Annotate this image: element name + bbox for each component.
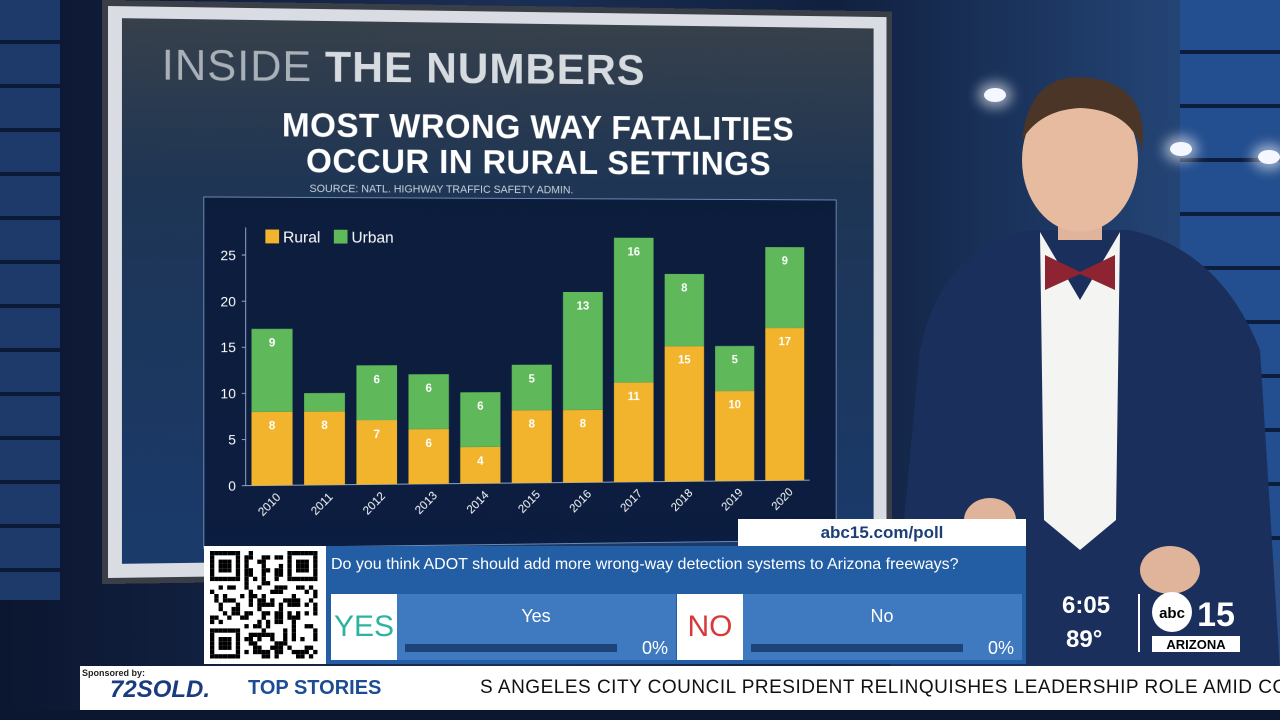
station-logo: abc 15 ARIZONA (1150, 590, 1242, 654)
data-label: 4 (477, 454, 484, 468)
data-label: 8 (681, 281, 688, 295)
news-ticker: Sponsored by: 72SOLD. TOP STORIES S ANGE… (80, 666, 1280, 710)
studio-monitor: INSIDE THE NUMBERS MOST WRONG WAY FATALI… (108, 6, 887, 578)
no-progress-bar (751, 644, 963, 652)
poll-option-yes[interactable]: YES Yes 0% (331, 594, 676, 660)
poll-question: Do you think ADOT should add more wrong-… (331, 556, 959, 574)
data-label: 10 (728, 398, 741, 412)
x-tick-label: 2013 (412, 488, 440, 517)
temperature-display: 89° (1066, 626, 1102, 654)
data-label: 9 (269, 336, 276, 350)
data-label: 16 (627, 245, 640, 259)
yes-progress-bar (405, 644, 617, 652)
y-tick-label: 25 (221, 247, 237, 263)
data-label: 13 (577, 299, 590, 313)
x-tick-label: 2012 (360, 489, 388, 518)
poll-option-no[interactable]: NO No 0% (677, 594, 1022, 660)
sponsor-block: Sponsored by: 72SOLD. (80, 666, 230, 710)
legend-label-urban: Urban (351, 230, 393, 247)
chart-plot-area: 0 5 10 15 20 25 Rural Urban 8 9 2010 8 2011 7 6 2012 6 6 2… (203, 196, 836, 548)
y-tick-label: 15 (221, 339, 237, 355)
data-label: 8 (529, 417, 536, 431)
y-tick-label: 20 (221, 293, 237, 309)
no-label: No (757, 606, 1007, 627)
legend-swatch-rural (265, 229, 279, 243)
bar-urban-2017 (614, 238, 654, 383)
header-light-text: INSIDE (162, 41, 325, 92)
divider (1138, 594, 1140, 652)
x-tick-label: 2011 (308, 490, 336, 518)
x-tick-label: 2018 (668, 486, 695, 514)
x-tick-label: 2020 (769, 485, 796, 513)
data-label: 11 (628, 389, 640, 403)
time-display: 6:05 (1062, 592, 1110, 620)
data-label: 8 (269, 419, 276, 433)
chart-title: MOST WRONG WAY FATALITIES OCCUR IN RURAL… (270, 108, 805, 182)
data-label: 15 (678, 353, 691, 367)
x-tick-label: 2016 (567, 487, 595, 515)
ticker-headline: S ANGELES CITY COUNCIL PRESIDENT RELINQU… (480, 666, 1280, 710)
logo-region-text: ARIZONA (1166, 637, 1226, 652)
data-label: 6 (374, 372, 381, 386)
y-tick-label: 10 (221, 386, 237, 402)
data-label: 8 (580, 417, 587, 431)
bottom-strip (0, 710, 1280, 720)
qr-code-icon (204, 546, 326, 664)
monitor-screen: INSIDE THE NUMBERS MOST WRONG WAY FATALI… (122, 18, 874, 564)
data-label: 8 (321, 418, 328, 432)
x-tick-label: 2017 (617, 486, 644, 514)
bar-rural-2020 (765, 328, 804, 481)
ticker-section: TOP STORIES (230, 666, 480, 710)
data-label: 9 (782, 254, 789, 268)
data-label: 6 (477, 399, 484, 413)
qr-code[interactable] (204, 546, 326, 664)
chart-title-line2: OCCUR IN RURAL SETTINGS (270, 143, 805, 182)
abc15-logo-icon: abc 15 ARIZONA (1150, 590, 1242, 654)
data-label: 5 (529, 372, 536, 386)
yes-percent: 0% (642, 638, 668, 659)
data-label: 7 (374, 427, 381, 441)
x-tick-label: 2010 (255, 490, 283, 519)
data-label: 6 (425, 381, 432, 395)
data-label: 5 (732, 353, 739, 367)
yes-badge: YES (331, 594, 397, 660)
y-tick-label: 0 (228, 478, 236, 494)
data-label: 6 (425, 436, 432, 450)
legend-label-rural: Rural (283, 230, 320, 247)
bar-urban-2011 (304, 393, 345, 412)
x-tick-label: 2015 (515, 487, 543, 515)
chart-title-line1: MOST WRONG WAY FATALITIES (270, 108, 805, 148)
logo-number-text: 15 (1197, 596, 1235, 634)
poll-panel: Do you think ADOT should add more wrong-… (204, 546, 1026, 664)
no-badge: NO (677, 594, 743, 660)
studio-wall (0, 0, 60, 600)
logo-abc-text: abc (1159, 605, 1185, 622)
x-tick-label: 2014 (464, 488, 492, 517)
poll-url[interactable]: abc15.com/poll (738, 519, 1026, 547)
header-bold-text: THE NUMBERS (325, 43, 645, 95)
stacked-bar-chart: 0 5 10 15 20 25 Rural Urban 8 9 2010 8 2011 7 6 2012 6 6 2… (204, 197, 835, 547)
yes-label: Yes (411, 606, 661, 627)
data-label: 17 (779, 335, 792, 349)
sponsor-brand: 72SOLD. (110, 676, 210, 704)
graphic-header: INSIDE THE NUMBERS (162, 41, 646, 96)
no-percent: 0% (988, 638, 1014, 659)
legend-swatch-urban (334, 230, 348, 244)
y-tick-label: 5 (228, 432, 236, 448)
x-tick-label: 2019 (719, 485, 746, 513)
chart-source: SOURCE: NATL. HIGHWAY TRAFFIC SAFETY ADM… (309, 183, 573, 196)
